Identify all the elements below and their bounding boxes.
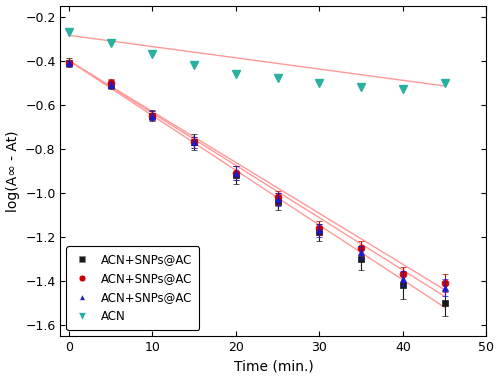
Line: ACN: ACN [64, 28, 449, 94]
ACN [358, 85, 364, 89]
ACN [66, 30, 72, 34]
Legend: ACN+SNPs@AC, ACN+SNPs@AC, ACN+SNPs@AC, ACN: ACN+SNPs@AC, ACN+SNPs@AC, ACN+SNPs@AC, A… [66, 246, 199, 330]
X-axis label: Time (min.): Time (min.) [234, 359, 314, 373]
ACN [400, 87, 406, 92]
ACN [108, 41, 114, 45]
ACN [442, 80, 448, 85]
ACN [274, 76, 280, 80]
ACN [233, 72, 239, 76]
ACN [191, 63, 197, 67]
Y-axis label: log(A∞ - At): log(A∞ - At) [6, 130, 20, 211]
ACN [150, 52, 156, 56]
ACN [316, 80, 322, 85]
